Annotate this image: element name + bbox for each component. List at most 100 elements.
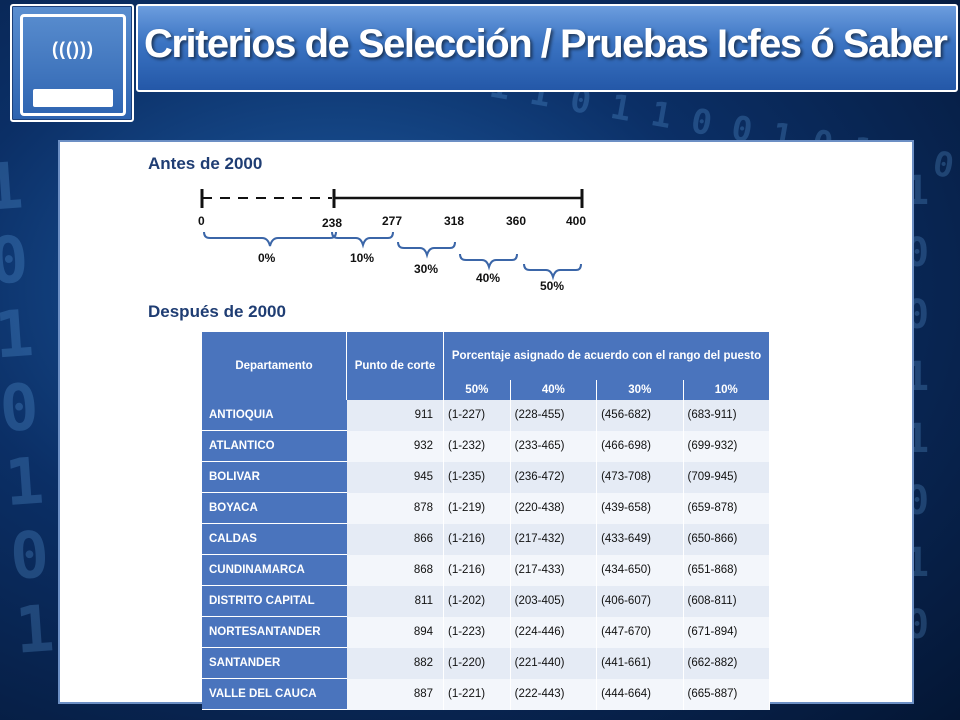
range-cell: (683-911)	[683, 400, 771, 431]
pct-header: 40%	[510, 380, 598, 400]
range-cell: (1-219)	[443, 492, 511, 524]
signal-logo: ((()))	[10, 4, 134, 122]
range-cell: (473-708)	[596, 461, 684, 493]
timeline-tick-label: 0	[198, 214, 205, 228]
pct-header: 30%	[596, 380, 684, 400]
punto-cell: 882	[346, 647, 444, 679]
col-header-punto: Punto de corte	[346, 332, 444, 400]
range-cell: (221-440)	[510, 647, 598, 679]
range-cell: (441-661)	[596, 647, 684, 679]
dept-cell: CUNDINAMARCA	[202, 554, 347, 586]
range-cell: (447-670)	[596, 616, 684, 648]
table-row: BOLIVAR 945 (1-235) (236-472) (473-708) …	[202, 461, 771, 493]
range-cell: (224-446)	[510, 616, 598, 648]
range-cell: (439-658)	[596, 492, 684, 524]
range-cell: (1-227)	[443, 400, 511, 431]
col-header-porcentaje: Porcentaje asignado de acuerdo con el ra…	[443, 332, 770, 380]
section-title-after: Después de 2000	[148, 302, 286, 321]
dept-cell: DISTRITO CAPITAL	[202, 585, 347, 617]
range-cell: (1-202)	[443, 585, 511, 617]
range-cell: (220-438)	[510, 492, 598, 524]
timeline-tick-label: 400	[566, 214, 586, 228]
range-cell: (651-868)	[683, 554, 771, 586]
range-cell: (233-465)	[510, 430, 598, 462]
table-row: DISTRITO CAPITAL 811 (1-202) (203-405) (…	[202, 585, 771, 617]
range-cell: (217-433)	[510, 554, 598, 586]
range-cell: (1-216)	[443, 554, 511, 586]
punto-cell: 911	[346, 400, 444, 431]
range-cell: (434-650)	[596, 554, 684, 586]
bracket-label: 50%	[540, 279, 564, 293]
bracket-0pct	[203, 231, 337, 247]
dept-cell: VALLE DEL CAUCA	[202, 678, 347, 710]
range-cell: (1-232)	[443, 430, 511, 462]
dept-cell: NORTESANTANDER	[202, 616, 347, 648]
punto-cell: 887	[346, 678, 444, 710]
signal-logo-frame: ((()))	[20, 14, 126, 116]
range-cell: (671-894)	[683, 616, 771, 648]
table-row: VALLE DEL CAUCA 887 (1-221) (222-443) (4…	[202, 678, 771, 710]
col-header-departamento: Departamento	[202, 332, 347, 400]
punto-cell: 894	[346, 616, 444, 648]
bracket-50pct	[523, 263, 582, 281]
range-cell: (665-887)	[683, 678, 771, 710]
range-cell: (608-811)	[683, 585, 771, 617]
range-cell: (236-472)	[510, 461, 598, 493]
punto-cell: 811	[346, 585, 444, 617]
wifi-signal-icon: ((()))	[52, 39, 94, 59]
page-title: Criterios de Selección / Pruebas Icfes ó…	[144, 22, 948, 66]
timeline-tick-label: 238	[322, 216, 342, 230]
dept-cell: BOLIVAR	[202, 461, 347, 493]
range-cell: (662-882)	[683, 647, 771, 679]
timeline-tick-label: 318	[444, 214, 464, 228]
dept-cell: CALDAS	[202, 523, 347, 555]
bracket-label: 40%	[476, 271, 500, 285]
bracket-10pct	[331, 231, 394, 249]
range-cell: (709-945)	[683, 461, 771, 493]
bracket-label: 30%	[414, 262, 438, 276]
punto-cell: 945	[346, 461, 444, 493]
logo-bar	[33, 89, 113, 107]
content-panel: Antes de 2000 Después de 2000 0 238 277 …	[58, 140, 914, 710]
range-cell: (406-607)	[596, 585, 684, 617]
timeline-tick-label: 277	[382, 214, 402, 228]
range-cell: (1-216)	[443, 523, 511, 555]
table-row: CALDAS 866 (1-216) (217-432) (433-649) (…	[202, 523, 771, 555]
range-cell: (222-443)	[510, 678, 598, 710]
bracket-40pct	[459, 253, 518, 271]
table-row: ANTIOQUIA 911 (1-227) (228-455) (456-682…	[202, 400, 771, 431]
punto-cell: 878	[346, 492, 444, 524]
bracket-30pct	[397, 241, 456, 259]
range-cell: (1-221)	[443, 678, 511, 710]
range-cell: (699-932)	[683, 430, 771, 462]
punto-cell: 866	[346, 523, 444, 555]
dept-cell: ATLANTICO	[202, 430, 347, 462]
range-cell: (466-698)	[596, 430, 684, 462]
range-cell: (203-405)	[510, 585, 598, 617]
bracket-label: 10%	[350, 251, 374, 265]
range-cell: (228-455)	[510, 400, 598, 431]
table-row: ATLANTICO 932 (1-232) (233-465) (466-698…	[202, 430, 771, 462]
range-cell: (659-878)	[683, 492, 771, 524]
dept-cell: SANTANDER	[202, 647, 347, 679]
cutoff-table: Departamento Punto de corte Porcentaje a…	[202, 332, 771, 710]
table-row: BOYACA 878 (1-219) (220-438) (439-658) (…	[202, 492, 771, 524]
dept-cell: ANTIOQUIA	[202, 400, 347, 431]
range-cell: (1-220)	[443, 647, 511, 679]
score-range-timeline: 0 238 277 318 360 400 0% 10% 30% 40% 50%	[198, 189, 586, 293]
table-row: NORTESANTANDER 894 (1-223) (224-446) (44…	[202, 616, 771, 648]
pct-header: 10%	[683, 380, 771, 400]
range-cell: (1-235)	[443, 461, 511, 493]
range-cell: (650-866)	[683, 523, 771, 555]
punto-cell: 868	[346, 554, 444, 586]
range-cell: (433-649)	[596, 523, 684, 555]
punto-cell: 932	[346, 430, 444, 462]
range-cell: (444-664)	[596, 678, 684, 710]
bracket-label: 0%	[258, 251, 276, 265]
table-row: SANTANDER 882 (1-220) (221-440) (441-661…	[202, 647, 771, 679]
range-cell: (456-682)	[596, 400, 684, 431]
table-row: CUNDINAMARCA 868 (1-216) (217-433) (434-…	[202, 554, 771, 586]
range-cell: (1-223)	[443, 616, 511, 648]
section-title-before: Antes de 2000	[148, 154, 263, 173]
